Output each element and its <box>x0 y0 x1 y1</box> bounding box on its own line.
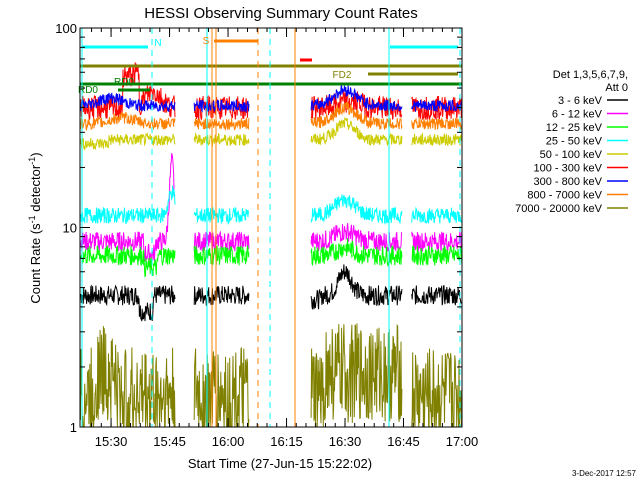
y-axis-label: Count Rate (s-1 detector-1) <box>27 152 43 303</box>
series-line <box>80 116 463 152</box>
x-tick-label: 17:00 <box>446 434 479 449</box>
x-axis-label: Start Time (27-Jun-15 15:22:02) <box>188 456 372 471</box>
legend-entry-label: 100 - 300 keV <box>534 163 603 175</box>
y-tick-label: 10 <box>63 221 77 236</box>
series-line <box>80 62 463 121</box>
x-axis: 15:30 15:45 16:00 16:15 16:30 16:45 17:00 <box>91 28 479 449</box>
flag-annotation: S <box>203 36 210 47</box>
y-tick-label: 100 <box>55 21 77 36</box>
y-axis: 1 10 100 <box>55 21 462 435</box>
legend-entry-label: 7000 - 20000 keV <box>515 203 603 215</box>
flag-annotation: FD2 <box>333 70 352 81</box>
flag-annotation: N <box>154 38 161 49</box>
series-line <box>80 153 463 264</box>
y-axis-label-tail: detector <box>28 164 43 215</box>
x-tick-label: 16:00 <box>212 434 245 449</box>
plot-area: S RD0 RD0 FD2 N <box>78 28 463 428</box>
x-tick-label: 16:45 <box>387 434 420 449</box>
y-axis-label-sup2: -1 <box>27 157 37 165</box>
legend-entry-label: 6 - 12 keV <box>552 109 603 121</box>
y-axis-label-main: Count Rate (s <box>28 223 43 304</box>
footer-timestamp: 3-Dec-2017 12:57 <box>572 469 637 478</box>
flag-annotation: RD0 <box>114 77 134 88</box>
x-tick-label: 15:30 <box>95 434 128 449</box>
y-tick-label: 1 <box>70 420 77 435</box>
series-line <box>80 238 463 278</box>
legend-entry-label: 3 - 6 keV <box>558 95 603 107</box>
legend-entry-label: 800 - 7000 keV <box>527 190 602 202</box>
legend-entry-label: 300 - 800 keV <box>534 176 603 188</box>
flag-annotation: RD0 <box>78 85 98 96</box>
series-line <box>80 84 462 114</box>
legend-header: Det 1,3,5,6,7,9, <box>553 69 628 81</box>
y-axis-label-end: ) <box>28 152 43 156</box>
chart-title: HESSI Observing Summary Count Rates <box>144 5 417 22</box>
legend: Det 1,3,5,6,7,9,Att 03 - 6 keV 6 - 12 keV… <box>515 69 628 215</box>
legend-header: Att 0 <box>605 82 628 94</box>
series-line <box>80 323 463 428</box>
series-line <box>80 185 463 226</box>
legend-entry-label: 12 - 25 keV <box>546 122 603 134</box>
series-line <box>80 264 463 322</box>
legend-entry-label: 25 - 50 keV <box>546 136 603 148</box>
x-tick-label: 16:30 <box>329 434 362 449</box>
y-axis-label-sup: -1 <box>27 215 37 223</box>
legend-entry-label: 50 - 100 keV <box>540 149 603 161</box>
x-tick-label: 15:45 <box>153 434 186 449</box>
x-tick-label: 16:15 <box>270 434 303 449</box>
series-line <box>80 101 463 132</box>
